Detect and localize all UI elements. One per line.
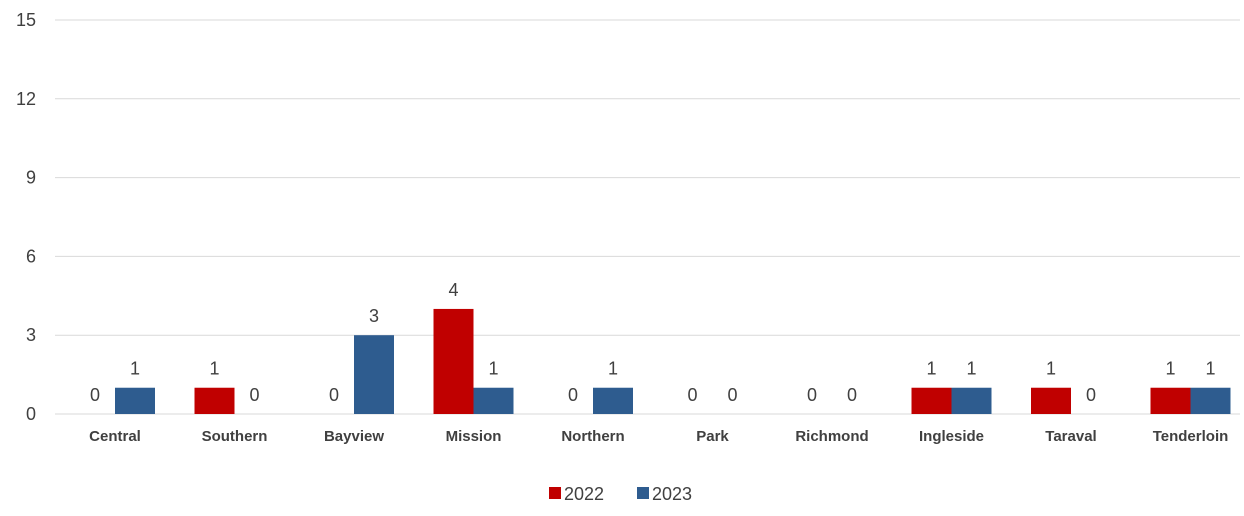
bar-2023-bayview (354, 335, 394, 414)
legend-swatch (549, 487, 561, 499)
category-label: Richmond (795, 428, 868, 445)
data-label: 0 (687, 385, 697, 405)
data-label: 0 (568, 385, 578, 405)
data-label: 1 (488, 359, 498, 379)
data-label: 1 (130, 359, 140, 379)
gridlines (55, 19, 1240, 415)
category-label: Park (696, 428, 729, 445)
category-label: Bayview (324, 428, 384, 445)
bar-2022-southern (194, 387, 235, 414)
category-label: Tenderloin (1153, 428, 1229, 445)
data-label: 1 (966, 359, 976, 379)
y-tick-label: 0 (26, 404, 36, 424)
data-label: 1 (1205, 359, 1215, 379)
legend: 2022 2023 (549, 484, 692, 504)
bar-2023-central (115, 387, 155, 414)
data-labels: 0 1 1 0 0 3 4 1 0 1 0 0 0 0 1 1 1 0 1 1 (90, 280, 1216, 405)
category-label: Southern (202, 428, 268, 445)
y-tick-label: 9 (26, 168, 36, 188)
x-axis-categories: Central Southern Bayview Mission Northern Par… (89, 428, 1228, 445)
bar-2022-mission (433, 308, 474, 414)
data-label: 0 (90, 385, 100, 405)
bar-2022-tenderloin (1150, 387, 1191, 414)
legend-label: 2022 (564, 484, 604, 504)
bar-2023-tenderloin (1190, 387, 1231, 414)
y-tick-label: 6 (26, 246, 36, 266)
data-label: 0 (249, 385, 259, 405)
data-label: 1 (926, 359, 936, 379)
bar-2022-taraval (1031, 387, 1071, 414)
data-label: 1 (608, 359, 618, 379)
data-label: 3 (369, 306, 379, 326)
data-label: 0 (1086, 385, 1096, 405)
bar-2023-northern (593, 387, 633, 414)
data-label: 0 (727, 385, 737, 405)
bar-2022-ingleside (911, 387, 952, 414)
bar-2023-ingleside (951, 387, 992, 414)
data-label: 0 (807, 385, 817, 405)
category-label: Central (89, 428, 141, 445)
data-label: 1 (1046, 359, 1056, 379)
category-label: Taraval (1045, 428, 1096, 445)
data-label: 1 (209, 359, 219, 379)
category-label: Ingleside (919, 428, 984, 445)
data-label: 0 (329, 385, 339, 405)
category-label: Mission (446, 428, 502, 445)
legend-swatch (637, 487, 649, 499)
category-label: Northern (561, 428, 624, 445)
legend-label: 2023 (652, 484, 692, 504)
bar-2023-mission (473, 387, 514, 414)
y-tick-label: 3 (26, 325, 36, 345)
bars (115, 308, 1231, 414)
y-tick-label: 15 (16, 10, 36, 30)
data-label: 0 (847, 385, 857, 405)
data-label: 1 (1165, 359, 1175, 379)
y-tick-label: 12 (16, 89, 36, 109)
data-label: 4 (448, 280, 458, 300)
y-axis-ticks: 0 3 6 9 12 15 (16, 10, 36, 424)
